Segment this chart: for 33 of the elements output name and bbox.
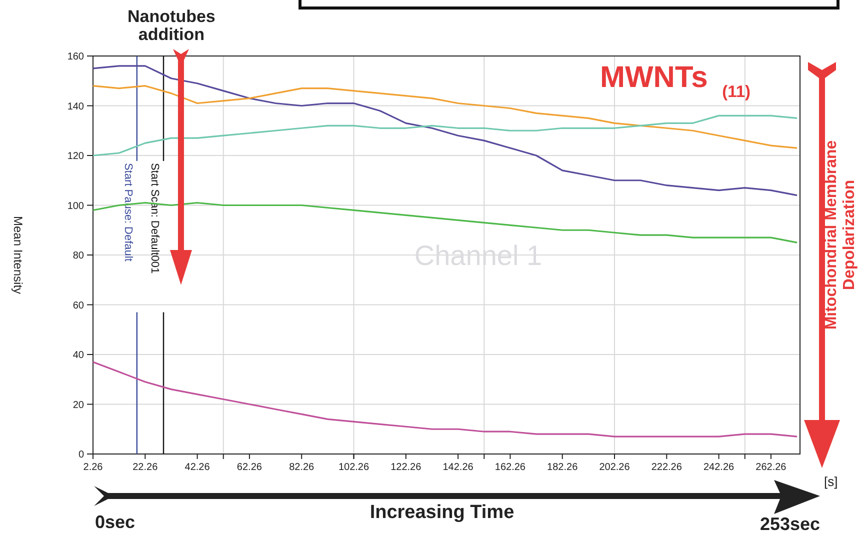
- x-tick-label: 242.26: [704, 462, 735, 473]
- y-axis-title: Mean Intensity: [11, 216, 25, 294]
- x-tick-label: 142.26: [442, 462, 474, 473]
- x-tick-label: 122.26: [390, 462, 422, 473]
- x-tick-label: 162.26: [494, 462, 526, 473]
- text: 0sec: [95, 512, 136, 532]
- text: Nanotubes addition: [128, 7, 216, 44]
- text: 253sec: [760, 514, 820, 534]
- y-tick-label: 100: [67, 200, 84, 212]
- text: Increasing Time: [370, 502, 514, 523]
- text: Mitochondrial Membrane Depolarization: [823, 140, 858, 330]
- x-tick-label: 182.26: [547, 462, 578, 473]
- x-tick-label: 82.26: [289, 462, 315, 473]
- y-tick-label: 140: [67, 101, 84, 112]
- line-series: [92, 361, 798, 438]
- y-tick-label: 80: [72, 250, 84, 262]
- y-tick-label: 120: [67, 151, 84, 162]
- line-series: [92, 114, 798, 156]
- x-axis-title: [s]: [824, 474, 838, 489]
- x-tick-label: 102.26: [338, 462, 370, 473]
- x-tick-label: 2.26: [83, 462, 104, 473]
- y-tick-label: 160: [67, 52, 84, 62]
- x-tick-label: 202.26: [599, 462, 630, 473]
- x-tick-label: 22.26: [132, 462, 158, 473]
- y-tick-label: 60: [72, 300, 84, 312]
- y-tick-label: 40: [72, 350, 84, 361]
- x-tick-label: 222.26: [651, 462, 682, 473]
- annotation: MWNTs $_{(11)}$: [600, 61, 751, 102]
- y-tick-label: 0: [78, 450, 84, 460]
- y-tick-label: 20: [72, 400, 84, 411]
- x-tick-label: 262.26: [756, 462, 787, 473]
- x-tick-label: 42.26: [184, 462, 210, 473]
- x-tick-label: 62.26: [236, 462, 262, 473]
